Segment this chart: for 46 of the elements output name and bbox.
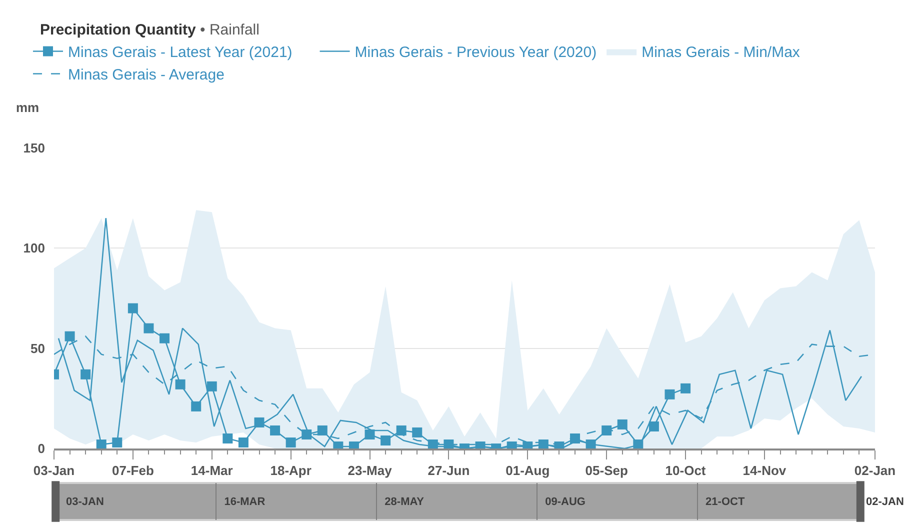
x-tick-label: 01-Aug (506, 462, 550, 478)
point (64, 331, 75, 342)
point (144, 323, 154, 334)
x-tick-label: 14-Nov (742, 462, 787, 478)
point (175, 379, 186, 390)
y-tick-label: 0 (38, 441, 45, 456)
point (206, 381, 217, 392)
legend-label: Minas Gerais - Latest Year (2021) (68, 44, 292, 62)
x-tick-label: 02-Jan (854, 462, 896, 478)
point (602, 425, 612, 436)
x2-tick-label: 02-JAN (866, 496, 904, 508)
y-tick-label: 50 (30, 340, 45, 356)
point (112, 437, 122, 448)
point (412, 427, 422, 438)
y-tick-label: 100 (23, 240, 45, 256)
x-tick-label: 18-Apr (270, 462, 312, 478)
x-tick-label: 10-Oct (665, 462, 706, 478)
point (364, 429, 375, 440)
x-tick-label: 05-Sep (585, 462, 628, 478)
point (664, 389, 675, 400)
point (617, 419, 628, 430)
x-tick-label: 07-Feb (112, 462, 154, 478)
y-tick-label: 150 (23, 140, 45, 156)
x-tick-label: 23-May (348, 462, 393, 478)
x-tick-label: 27-Jun (428, 462, 470, 478)
point (128, 303, 138, 314)
legend-label: Minas Gerais - Average (68, 66, 224, 84)
point (96, 439, 106, 448)
point (191, 401, 202, 412)
x-tick-label: 03-Jan (33, 462, 75, 478)
chart-title: Precipitation Quantity (40, 21, 197, 38)
point (317, 425, 328, 436)
point (160, 333, 170, 344)
point (238, 437, 248, 448)
chart-subtitle: • Rainfall (200, 21, 260, 38)
point (286, 437, 296, 448)
legend-label: Minas Gerais - Min/Max (642, 44, 800, 62)
point (222, 433, 233, 444)
point (680, 383, 691, 394)
point (380, 435, 391, 446)
point (648, 421, 659, 432)
x-tick-label: 14-Mar (190, 462, 233, 478)
legend-label: Minas Gerais - Previous Year (2020) (354, 44, 597, 62)
point (80, 369, 91, 380)
y-axis-title: mm (16, 100, 40, 115)
point (270, 425, 280, 436)
